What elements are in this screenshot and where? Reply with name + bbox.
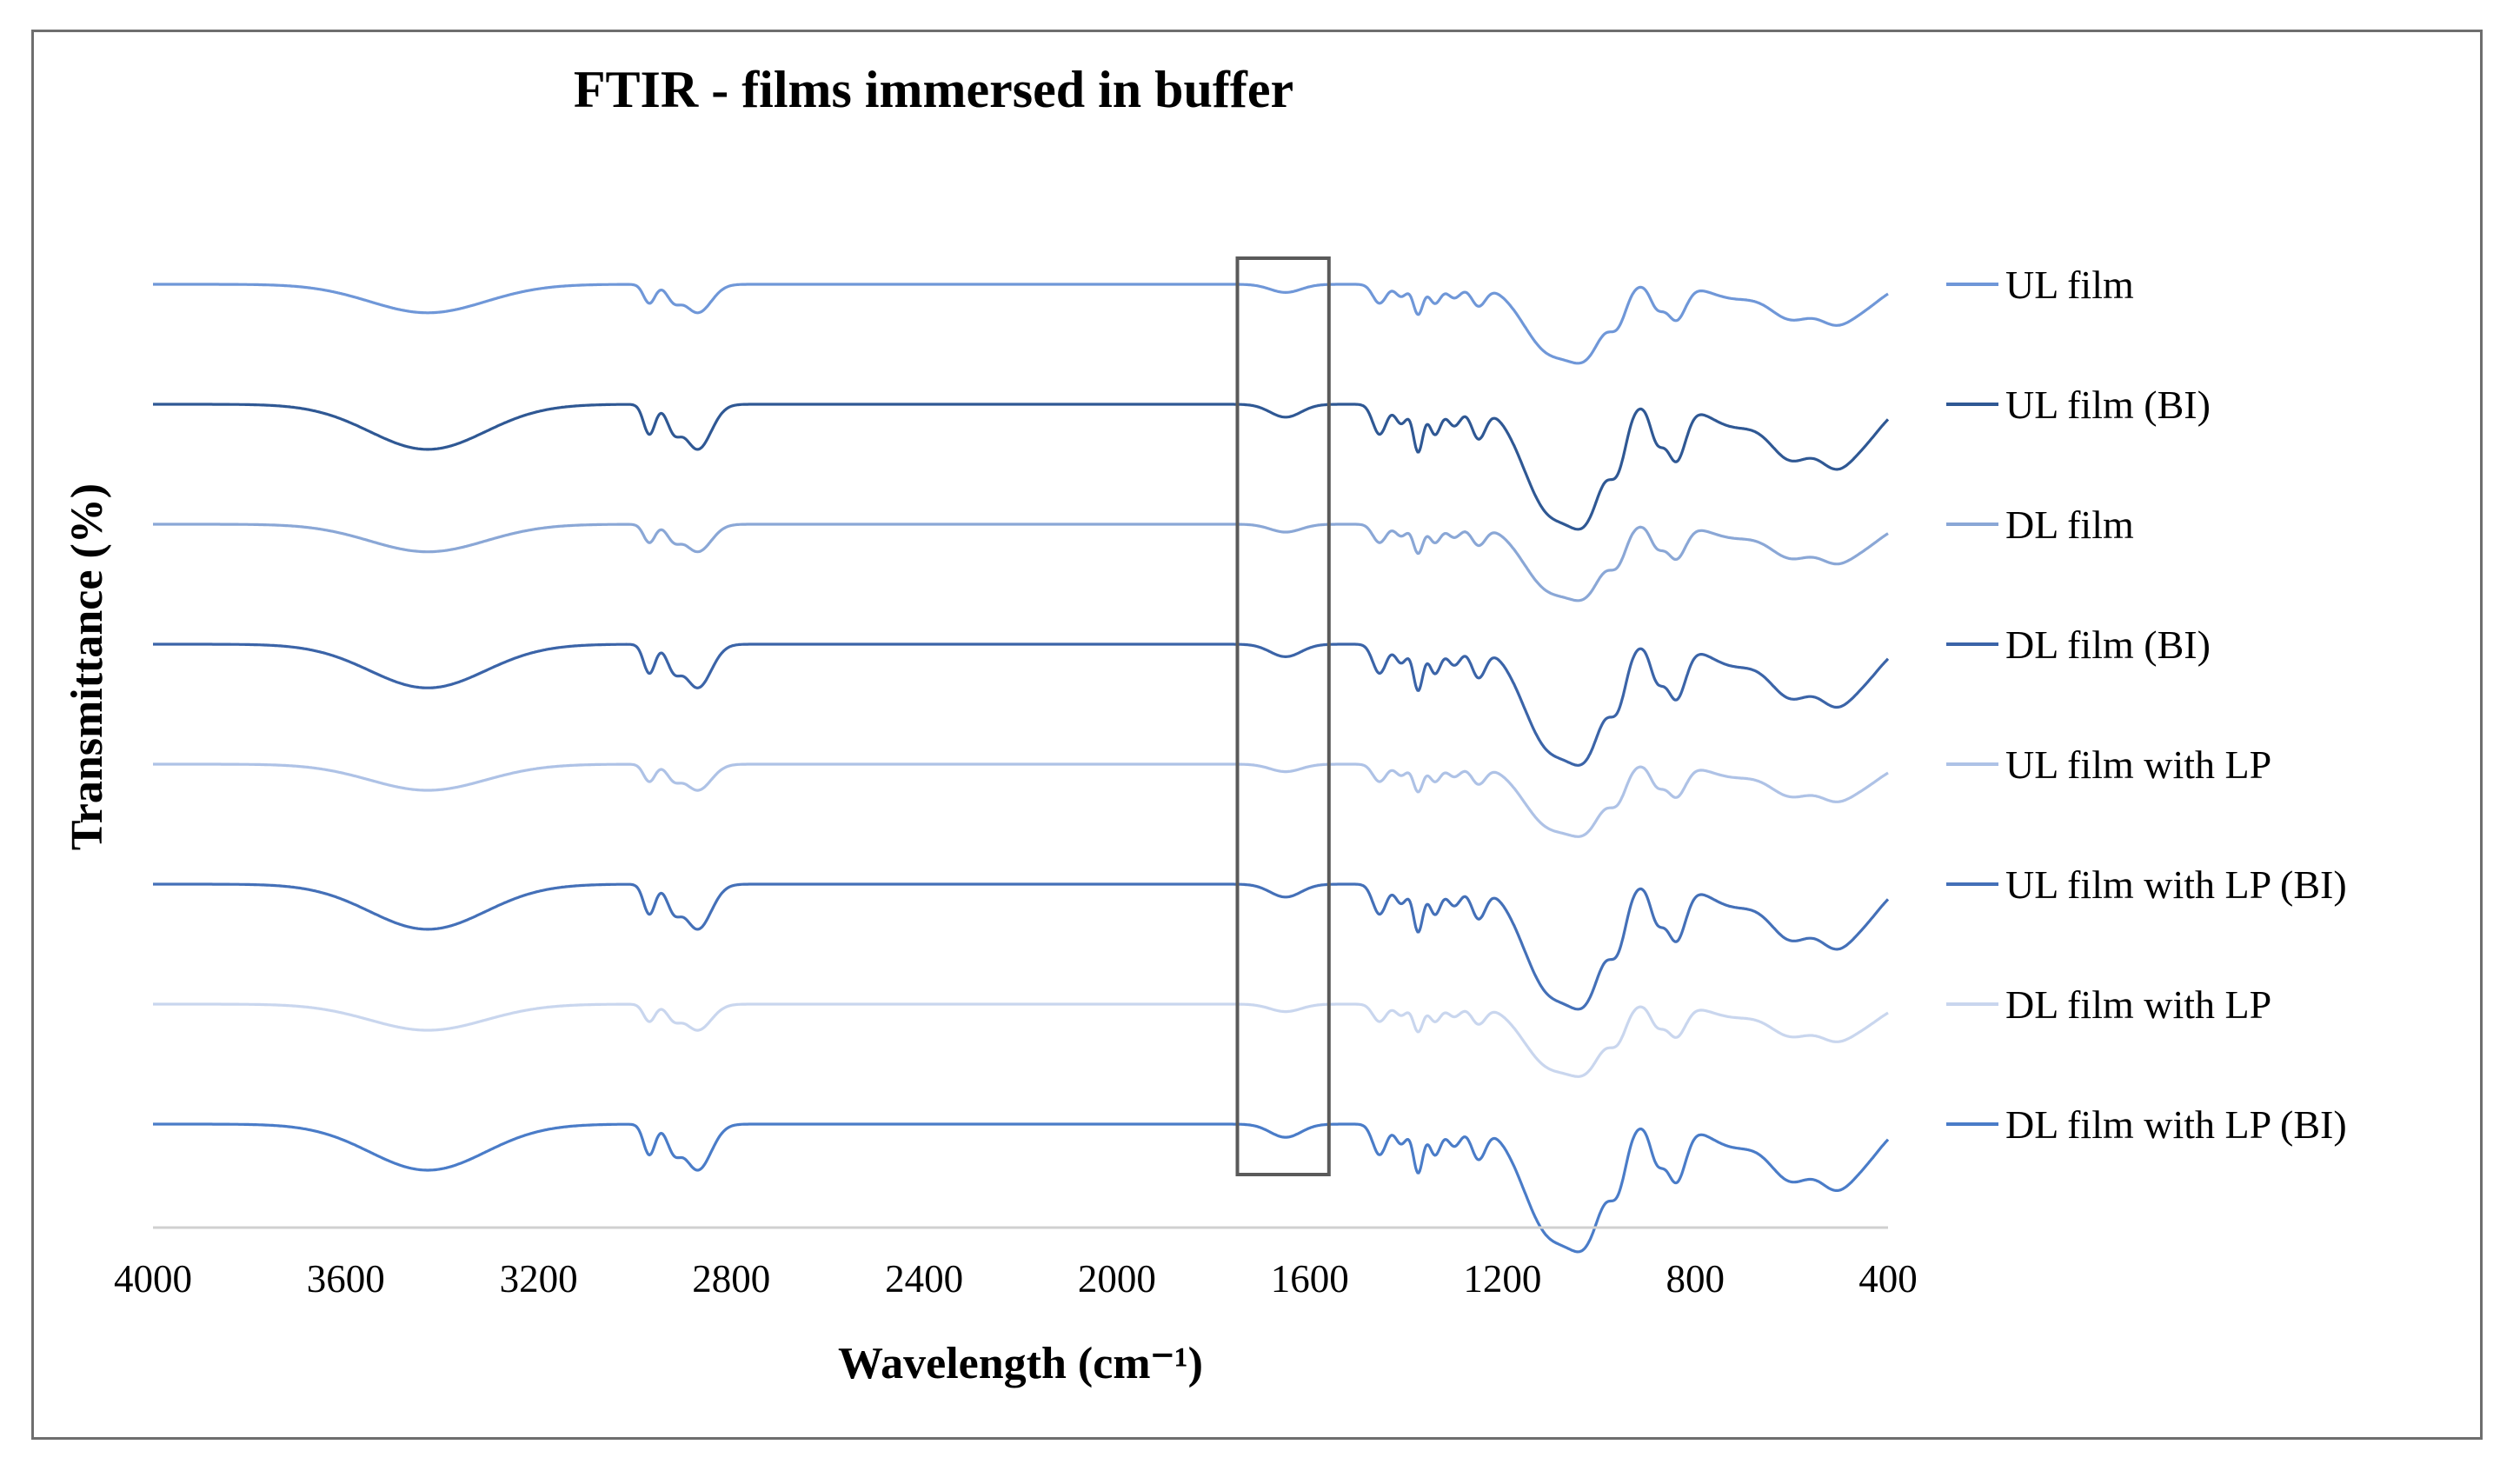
x-tick-label: 3200 [500,1257,578,1301]
highlight-box [1235,256,1331,1176]
chart-container: FTIR - films immersed in buffer 4000 3600… [31,30,2483,1440]
series-line [153,882,1890,1011]
x-tick-label: 400 [1858,1257,1918,1301]
series-line [153,283,1889,365]
legend-label: DL film (BI) [2005,622,2211,667]
legend-label: UL film with LP (BI) [2005,862,2347,907]
x-tick-label: 800 [1666,1257,1725,1301]
legend-label: UL film [2005,263,2134,307]
x-tick-label: 2400 [885,1257,963,1301]
chart-svg: FTIR - films immersed in buffer 4000 3600… [63,61,2347,1388]
x-axis-label: Wavelength (cm⁻¹) [838,1339,1203,1388]
legend-label: DL film with LP (BI) [2005,1102,2347,1147]
y-axis-label: Transmittance (%) [63,483,112,850]
chart-title: FTIR - films immersed in buffer [574,61,1293,118]
series-line [153,1122,1890,1254]
x-tick-label: 1600 [1271,1257,1349,1301]
series-line [153,523,1889,602]
x-tick-label: 2800 [692,1257,770,1301]
x-tick-label: 3600 [307,1257,385,1301]
series-line [153,1002,1889,1078]
x-tick-label: 2000 [1078,1257,1156,1301]
legend: UL film UL film (BI) DL film DL film (BI) UL… [1946,263,2347,1147]
series-line [153,762,1889,838]
x-tick-labels: 4000 3600 3200 2800 2400 2000 1600 1200 800 400 [114,1257,1918,1301]
x-tick-label: 1200 [1463,1257,1541,1301]
series-line [153,403,1890,531]
legend-label: DL film [2005,503,2134,547]
legend-label: UL film (BI) [2005,383,2211,427]
series-line [153,642,1890,767]
series-layer [153,283,1890,1254]
x-tick-label: 4000 [114,1257,192,1301]
legend-label: UL film with LP [2005,742,2271,787]
legend-label: DL film with LP [2005,982,2271,1027]
